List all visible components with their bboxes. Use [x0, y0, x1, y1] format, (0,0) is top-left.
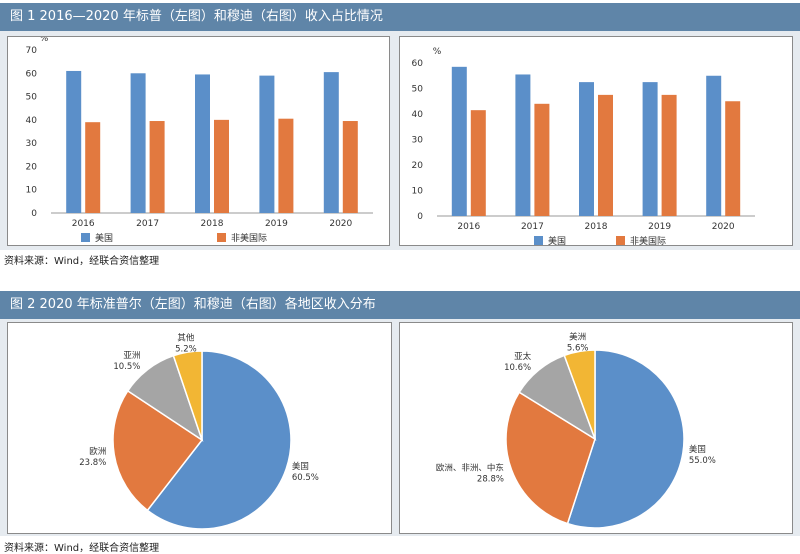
- bar-非美国际-2020: [725, 101, 741, 216]
- bar-美国-2020: [323, 72, 339, 213]
- sp-region-panel: 美国 60.5% 欧洲 23.8% 亚洲 10.5% 其他 5.2%: [7, 322, 392, 534]
- pie-label-美国: 美国: [292, 461, 309, 472]
- pie-label-美洲: 美洲: [569, 332, 586, 343]
- bar-非美国际-2016: [470, 110, 486, 216]
- moodys-revenue-share-chart: % 0 10 20 30 40 50 60 2016 2017 2018 2019 2020 美国 非美国际: [412, 47, 755, 247]
- y-unit-label: %: [433, 47, 442, 57]
- y-tick-label: 50: [412, 85, 424, 95]
- legend-swatch-非美国际: [616, 236, 625, 245]
- x-tick-label: 2017: [136, 219, 159, 229]
- y-tick-label: 60: [26, 69, 38, 79]
- y-unit-label: %: [40, 37, 49, 44]
- pie-slice-其他: [172, 350, 203, 441]
- bar-美国-2016: [451, 66, 467, 216]
- x-tick-label: 2018: [585, 222, 608, 232]
- bar-美国-2018: [579, 82, 594, 216]
- bar-非美国际-2019: [278, 118, 294, 213]
- bar-美国-2019: [259, 75, 275, 213]
- legend-label: 非美国际: [231, 232, 267, 244]
- figure1-panels: % 0 10 20 30 40 50 60 70 2016 2017 2018 2019 2020 美国 非美…: [0, 31, 800, 250]
- y-tick-label: 30: [26, 139, 38, 149]
- pie-value-美洲: 5.6%: [567, 344, 589, 354]
- figure1-source: 资料来源：Wind，经联合资信整理: [4, 256, 160, 267]
- x-tick-label: 2016: [457, 222, 480, 232]
- y-tick-label: 70: [26, 46, 38, 56]
- pie-value-亚洲: 10.5%: [113, 362, 140, 372]
- legend-swatch-美国: [81, 233, 90, 242]
- pie-value-其他: 5.2%: [175, 344, 197, 354]
- pie-slice-欧洲、非洲、中东: [505, 391, 596, 525]
- pie-label-欧洲: 欧洲: [89, 446, 106, 457]
- y-tick-label: 10: [412, 187, 424, 197]
- legend-label: 美国: [548, 235, 566, 245]
- x-tick-label: 2016: [72, 219, 95, 229]
- pie-slice-欧洲: [112, 389, 204, 512]
- y-tick-label: 60: [412, 59, 424, 69]
- bar-非美国际-2016: [85, 122, 101, 213]
- x-tick-label: 2018: [201, 219, 224, 229]
- bar-美国-2020: [706, 75, 722, 216]
- bar-非美国际-2017: [149, 121, 165, 213]
- x-tick-label: 2020: [329, 219, 352, 229]
- pie-slice-美洲: [563, 349, 596, 440]
- bar-非美国际-2018: [214, 119, 229, 213]
- bar-美国-2019: [642, 82, 658, 216]
- pie-label-欧洲、非洲、中东: 欧洲、非洲、中东: [436, 462, 504, 473]
- y-tick-label: 0: [417, 212, 423, 222]
- moodys-region-panel: 美国 55.0% 欧洲、非洲、中东 28.8% 亚太 10.6% 美洲 5.6%: [399, 322, 793, 534]
- y-tick-label: 50: [26, 93, 38, 103]
- bar-非美国际-2019: [661, 94, 677, 216]
- sp-revenue-share-chart: % 0 10 20 30 40 50 60 70 2016 2017 2018 2019 2020 美国 非美…: [26, 34, 373, 244]
- bar-美国-2017: [515, 74, 531, 216]
- moodys-revenue-share-panel: % 0 10 20 30 40 50 60 2016 2017 2018 2019 2020 美国 非美国际: [399, 36, 793, 247]
- bar-美国-2016: [66, 70, 82, 213]
- x-tick-label: 2020: [712, 222, 735, 232]
- figure2-panels: 美国 60.5% 欧洲 23.8% 亚洲 10.5% 其他 5.2% 美国 55.0% 欧洲、非洲…: [0, 319, 800, 536]
- figure1-title: 图 1 2016—2020 年标普（左图）和穆迪（右图）收入占比情况: [0, 3, 800, 31]
- pie-value-亚太: 10.6%: [504, 363, 531, 373]
- pie-label-亚太: 亚太: [514, 351, 532, 362]
- bar-非美国际-2020: [342, 121, 358, 213]
- x-tick-label: 2019: [265, 219, 288, 229]
- sp-revenue-share-panel: % 0 10 20 30 40 50 60 70 2016 2017 2018 2019 2020 美国 非美…: [7, 34, 390, 246]
- pie-label-美国: 美国: [689, 444, 706, 455]
- pie-slice-美国: [146, 350, 292, 530]
- figure2-title: 图 2 2020 年标准普尔（左图）和穆迪（右图）各地区收入分布: [0, 291, 800, 319]
- legend-swatch-美国: [534, 236, 543, 245]
- y-tick-label: 40: [412, 110, 424, 120]
- pie-value-欧洲: 23.8%: [79, 458, 106, 468]
- pie-label-其他: 其他: [177, 332, 195, 343]
- bar-美国-2018: [195, 74, 210, 213]
- legend-label: 非美国际: [630, 235, 666, 245]
- x-tick-label: 2017: [521, 222, 544, 232]
- bar-美国-2017: [130, 73, 146, 214]
- pie-value-美国: 60.5%: [292, 473, 319, 483]
- legend-label: 美国: [95, 232, 113, 244]
- y-tick-label: 30: [412, 136, 424, 146]
- legend-swatch-非美国际: [217, 233, 226, 242]
- bar-非美国际-2017: [534, 103, 550, 216]
- y-tick-label: 0: [31, 209, 37, 219]
- y-tick-label: 20: [412, 161, 424, 171]
- y-tick-label: 20: [26, 162, 38, 172]
- y-tick-label: 10: [26, 186, 38, 196]
- y-tick-label: 40: [26, 116, 38, 126]
- pie-value-美国: 55.0%: [689, 456, 716, 466]
- pie-label-亚洲: 亚洲: [123, 351, 140, 361]
- pie-value-欧洲、非洲、中东: 28.8%: [477, 474, 504, 484]
- x-tick-label: 2019: [648, 222, 671, 232]
- pie-slice-美国: [566, 349, 685, 529]
- bar-非美国际-2018: [598, 94, 613, 216]
- figure2-source: 资料来源：Wind，经联合资信整理: [4, 543, 160, 554]
